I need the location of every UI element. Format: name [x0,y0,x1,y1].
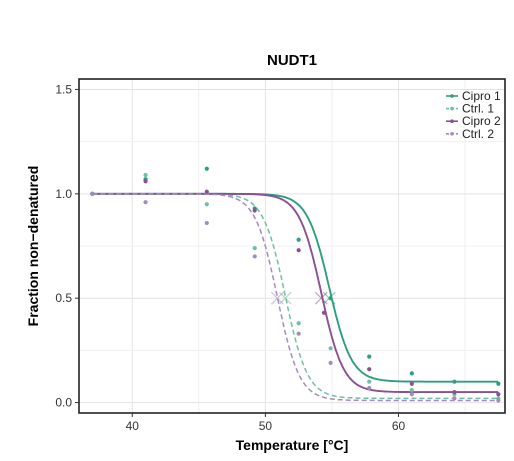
fitted-curve [92,193,499,400]
y-tick-label: 0.0 [55,396,72,410]
legend-label: Ctrl. 1 [462,102,494,116]
y-axis-title: Fraction non−denatured [25,166,41,327]
data-point [204,189,209,194]
data-point [143,172,148,178]
data-point [204,202,209,207]
axis-ticks: 40 50 60 0.0 0.5 1.0 1.5 [55,82,405,433]
legend-swatch-point [450,119,454,123]
y-tick-label: 1.0 [55,187,72,201]
fitted-curve [92,193,499,402]
data-point [296,248,301,253]
data-point [452,379,457,384]
legend-label: Cipro 2 [462,114,501,128]
data-point [143,200,148,205]
data-point [90,191,95,196]
x-tick-label: 60 [392,419,406,433]
data-point [252,254,257,259]
legend-label: Cipro 1 [462,89,501,103]
x-tick-label: 50 [259,419,273,433]
fitted-curves [92,192,499,402]
y-tick-label: 1.5 [55,82,72,96]
data-point [409,381,414,386]
data-point [367,379,372,384]
grid [79,79,505,413]
data-point [452,396,457,401]
data-point [409,387,414,393]
data-point [367,385,372,391]
data-point [252,208,257,213]
x-tick-label: 40 [126,419,140,433]
data-point [204,220,209,226]
fitted-curve [92,192,499,383]
tm-markers [270,291,336,305]
data-point [367,354,372,359]
tm-marker [270,291,284,305]
legend-label: Ctrl. 2 [462,127,494,141]
data-point [296,331,301,336]
data-point [496,381,501,386]
data-point [204,166,209,171]
plot-frame [78,78,506,414]
data-point [296,237,301,242]
legend-swatch-point [450,106,454,111]
data-point [409,392,414,397]
chart-title: NUDT1 [267,52,317,69]
fitted-curve [92,192,499,394]
data-point [409,371,414,376]
legend-swatch-point [450,132,454,136]
data-point [328,346,333,351]
data-point [452,390,457,395]
tm-marker [314,291,328,305]
data-point [321,310,327,315]
x-axis-title: Temperature [°C] [236,437,349,453]
data-point [496,398,501,403]
data-point [328,360,333,365]
y-tick-label: 0.5 [55,291,72,305]
data-point [143,179,148,184]
data-point [296,321,301,326]
data-point [367,367,372,372]
data-point [252,245,257,251]
legend-swatch-point [450,94,454,98]
data-points [90,166,501,403]
data-point [496,392,501,397]
